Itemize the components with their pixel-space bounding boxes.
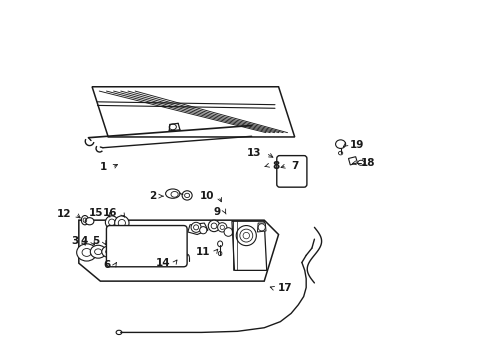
Text: 5: 5 xyxy=(92,236,100,246)
Ellipse shape xyxy=(77,244,97,261)
Text: 13: 13 xyxy=(247,148,261,158)
Polygon shape xyxy=(79,220,278,281)
Ellipse shape xyxy=(191,222,201,232)
Ellipse shape xyxy=(112,248,131,262)
Text: 11: 11 xyxy=(196,247,210,257)
Ellipse shape xyxy=(116,330,122,334)
Polygon shape xyxy=(187,223,207,234)
Text: 17: 17 xyxy=(278,283,292,293)
Ellipse shape xyxy=(85,218,94,225)
FancyBboxPatch shape xyxy=(106,226,187,267)
Ellipse shape xyxy=(357,160,364,165)
Ellipse shape xyxy=(217,241,222,247)
Text: 3: 3 xyxy=(71,236,78,246)
Text: 7: 7 xyxy=(290,161,298,171)
Polygon shape xyxy=(348,157,357,165)
Ellipse shape xyxy=(82,248,91,256)
Ellipse shape xyxy=(115,216,129,230)
Ellipse shape xyxy=(115,238,129,254)
Text: 6: 6 xyxy=(103,260,110,270)
Text: 10: 10 xyxy=(200,191,214,201)
Ellipse shape xyxy=(335,140,345,148)
Ellipse shape xyxy=(236,226,256,246)
Text: 12: 12 xyxy=(56,209,71,219)
Ellipse shape xyxy=(117,252,126,258)
Ellipse shape xyxy=(182,191,192,200)
Ellipse shape xyxy=(81,216,88,225)
Ellipse shape xyxy=(94,249,102,255)
Ellipse shape xyxy=(105,249,112,254)
Text: 1: 1 xyxy=(100,162,107,172)
Text: 18: 18 xyxy=(360,158,374,168)
Text: 16: 16 xyxy=(103,208,117,218)
Text: 15: 15 xyxy=(88,208,103,218)
Polygon shape xyxy=(231,221,266,270)
Text: 2: 2 xyxy=(148,191,156,201)
Polygon shape xyxy=(92,87,294,137)
Polygon shape xyxy=(257,223,265,232)
Text: 8: 8 xyxy=(271,161,279,171)
Text: 9: 9 xyxy=(213,207,220,217)
Ellipse shape xyxy=(90,245,106,258)
Ellipse shape xyxy=(105,216,118,229)
Text: 19: 19 xyxy=(349,140,364,150)
Text: 4: 4 xyxy=(80,236,88,246)
FancyBboxPatch shape xyxy=(276,156,306,187)
Ellipse shape xyxy=(208,220,219,231)
Ellipse shape xyxy=(224,228,232,236)
Ellipse shape xyxy=(199,226,206,234)
Ellipse shape xyxy=(134,245,143,258)
Text: 14: 14 xyxy=(155,258,170,268)
Ellipse shape xyxy=(102,246,116,257)
Ellipse shape xyxy=(165,189,180,198)
Ellipse shape xyxy=(217,223,226,232)
